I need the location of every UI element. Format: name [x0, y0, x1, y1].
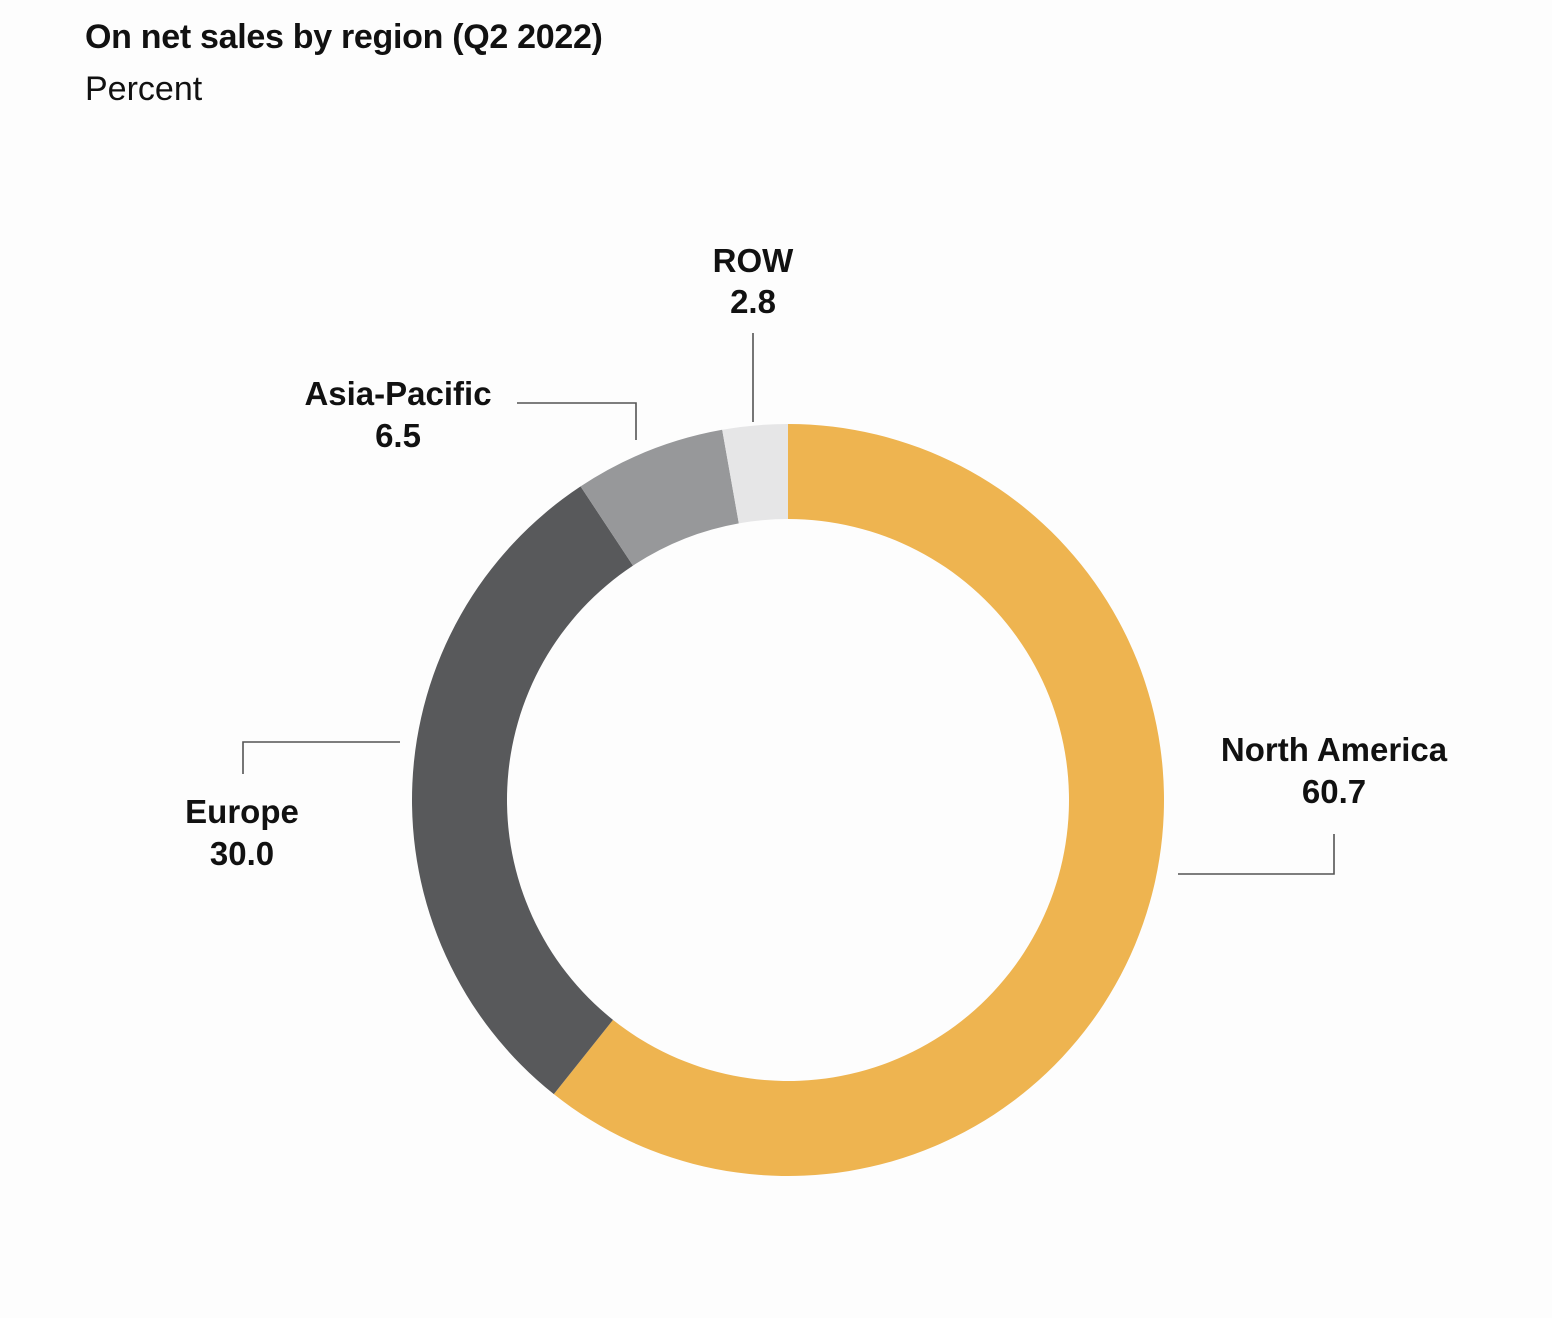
slice-label-row: ROW — [713, 242, 795, 279]
slice-value-north-america: 60.7 — [1302, 773, 1366, 810]
leader-line-north-america — [1178, 834, 1335, 875]
leader-line-europe — [242, 741, 400, 774]
slice-europe — [411, 486, 633, 1095]
slice-value-asia-pacific: 6.5 — [375, 417, 421, 454]
slice-value-europe: 30.0 — [210, 835, 274, 872]
leader-line-asia-pacific — [517, 402, 637, 440]
donut-slices — [411, 424, 1164, 1176]
slice-north-america — [553, 424, 1164, 1176]
slice-label-asia-pacific: Asia-Pacific — [304, 375, 491, 412]
slice-row — [722, 424, 788, 524]
slice-value-row: 2.8 — [730, 283, 776, 320]
slice-label-north-america: North America — [1221, 731, 1448, 768]
slice-label-europe: Europe — [185, 793, 299, 830]
chart-subtitle: Percent — [85, 70, 203, 108]
slice-asia-pacific — [580, 429, 739, 566]
chart-title: On net sales by region (Q2 2022) — [85, 18, 603, 56]
